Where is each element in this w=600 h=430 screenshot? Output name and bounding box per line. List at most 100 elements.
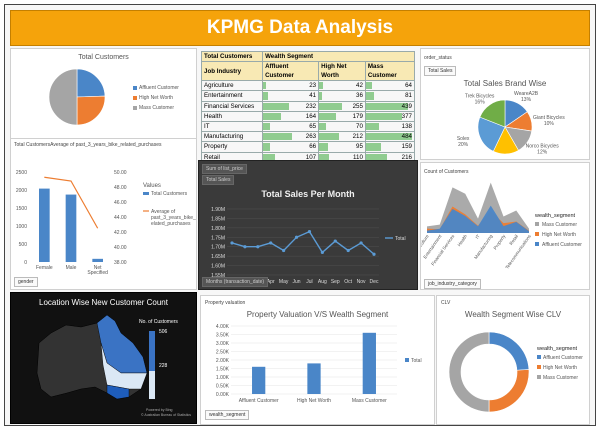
legend-title: No. of Customers xyxy=(139,319,178,325)
data-bar xyxy=(319,82,323,90)
cell-value: 484 xyxy=(401,133,412,141)
table-row: Property 66 95 159 xyxy=(200,141,416,153)
x-tick-label: Oct xyxy=(344,279,352,285)
table-cell: 64 xyxy=(364,80,416,92)
x-tick-label: Specified xyxy=(87,270,108,276)
sales-point-dec xyxy=(372,252,376,256)
brand-label-text: OHM Cycles xyxy=(493,159,522,160)
cell-value: 81 xyxy=(405,92,412,100)
cell-value: 138 xyxy=(401,123,412,131)
sum-list-price-button[interactable]: Sum of list_price xyxy=(202,164,247,174)
y-tick-label: 1.90M xyxy=(211,207,225,213)
y-tick-label: 1.75M xyxy=(211,235,225,241)
x-tick-label: IT xyxy=(474,234,481,240)
job-industry-field-button[interactable]: job_industry_category xyxy=(424,279,481,289)
legend-label: High Net Worth xyxy=(543,365,577,371)
y-tick-label: 1.65M xyxy=(211,254,225,260)
data-bar xyxy=(319,92,323,100)
gender-field-button[interactable]: gender xyxy=(14,277,38,287)
property-chart-title: Property Valuation V/S Wealth Segment xyxy=(246,310,389,319)
legend-label: Total xyxy=(411,358,422,364)
cell-value: 159 xyxy=(401,143,412,151)
y-tick-label: 1.55M xyxy=(211,273,225,279)
gender-chart[interactable]: 0 500 1000 1500 2000 2500 38.00 40.00 42.00 44.00… xyxy=(11,147,196,287)
brand-label-text: Giant Bicycles xyxy=(533,115,565,121)
legend-label: elated_purchases xyxy=(151,221,191,227)
order-status-filter[interactable]: order_status xyxy=(424,55,452,61)
gender-chart-title: Total CustomersAverage of past_3_years_b… xyxy=(14,142,162,148)
legend-label: Affluent Customer xyxy=(543,355,583,361)
legend-title: wealth_segment xyxy=(536,346,578,352)
property-chart[interactable]: 0.00K 0.50K 1.00K 1.50K 2.00K 2.50K 3.00K 3.50K… xyxy=(201,318,434,418)
data-bar xyxy=(263,82,266,90)
clv-donut[interactable]: wealth_segment Affluent Customer High Net … xyxy=(437,318,589,422)
cell-value: 212 xyxy=(352,133,363,141)
gender-chart-panel[interactable]: Total Customers Average of past_3_years_b… xyxy=(10,138,197,290)
total-customers-pie[interactable] xyxy=(47,67,107,127)
y2-tick-label: 42.00 xyxy=(114,230,127,236)
australia-map[interactable]: No. of Customers 506 228 Powered by Bing© A… xyxy=(11,293,196,423)
y2-tick-label: 50.00 xyxy=(114,170,127,176)
x-tick-label: Net xyxy=(94,265,102,271)
pie-slice-trek-bicycles xyxy=(479,99,506,128)
table-cell: Manufacturing xyxy=(200,131,264,143)
total-sales-month-button[interactable]: Total Sales xyxy=(202,175,235,185)
legend-label: High Net Worth xyxy=(139,95,174,101)
data-bar xyxy=(263,153,275,161)
clv-panel[interactable]: CLV Wealth Segment Wise CLV wealth_segme… xyxy=(436,295,590,425)
months-field-button[interactable]: Months (transaction_date) xyxy=(202,277,269,287)
cell-value: 42 xyxy=(356,82,363,90)
sales-point-oct xyxy=(346,248,350,253)
table-header-row: Total Customers Wealth Segment xyxy=(200,50,415,63)
total-sales-button[interactable]: Total Sales xyxy=(424,66,457,76)
cell-value: 377 xyxy=(401,112,412,120)
sales-month-panel[interactable]: Sum of list_price Total Sales Total Sale… xyxy=(198,160,418,290)
legend-swatch xyxy=(535,232,539,236)
map-panel[interactable]: Location Wise New Customer Count No. of … xyxy=(10,292,197,424)
wealth-segment-field-button[interactable]: wealth_segment xyxy=(205,410,250,420)
cell-value: 36 xyxy=(356,92,363,100)
legend-swatch xyxy=(537,375,541,379)
total-customers-panel[interactable]: Total Customers Affluent Customer High Ne… xyxy=(10,48,197,140)
x-tick-label: Retail xyxy=(508,234,519,246)
table-cell: 23 xyxy=(262,80,320,92)
data-bar xyxy=(319,102,343,110)
region-victoria xyxy=(106,384,130,400)
x-tick-label: High Net Worth xyxy=(297,398,331,404)
property-panel[interactable]: Property valuation Property Valuation V/… xyxy=(200,295,435,425)
pie-slice-high-net-worth xyxy=(76,95,106,126)
x-tick-label: May xyxy=(279,279,289,285)
legend-label: High Net Worth xyxy=(542,232,576,238)
data-bar xyxy=(263,102,289,110)
table-cell: Mass Customer xyxy=(364,61,416,82)
data-bar xyxy=(319,112,336,120)
property-filter[interactable]: Property valuation xyxy=(205,300,246,306)
sales-month-chart[interactable]: 1.55M 1.60M 1.65M 1.70M 1.75M 1.80M 1.85M 1.90M… xyxy=(199,199,417,290)
legend-item: Affluent Customer xyxy=(133,85,179,91)
legend-label: past_3_years_bike_r xyxy=(151,215,196,221)
data-bar xyxy=(365,82,373,90)
data-bar xyxy=(365,133,413,141)
table-cell: Job Industry xyxy=(200,61,264,82)
table-row: Entertainment 41 36 81 xyxy=(200,90,416,102)
data-bar xyxy=(365,102,409,110)
data-bar xyxy=(365,143,382,151)
job-industry-panel[interactable]: Count of Customers Agriculture Entertainm… xyxy=(420,162,590,290)
table-cell: Agriculture xyxy=(200,80,264,92)
cell-value: 179 xyxy=(352,112,363,120)
table-cell: 138 xyxy=(364,120,416,133)
legend-swatch xyxy=(143,192,149,195)
avg-purchases-line xyxy=(44,176,99,229)
clv-filter[interactable]: CLV xyxy=(441,300,451,306)
table-cell: 232 xyxy=(262,100,320,112)
table-cell: 484 xyxy=(364,131,416,143)
brand-sales-panel[interactable]: order_status Total Sales Total Sales Bra… xyxy=(420,48,590,160)
pie-slice-mass-customer xyxy=(48,68,78,126)
y-tick-label: 2500 xyxy=(16,170,27,176)
brand-label-text: Trek Bicycles xyxy=(465,93,495,99)
